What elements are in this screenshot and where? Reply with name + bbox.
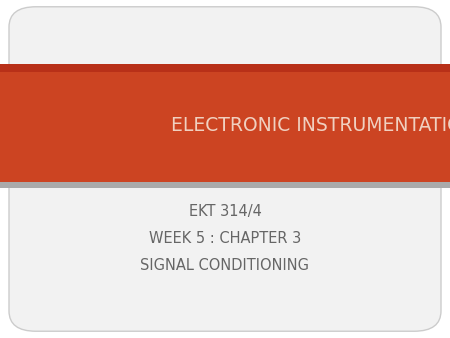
Text: SIGNAL CONDITIONING: SIGNAL CONDITIONING	[140, 258, 310, 273]
FancyBboxPatch shape	[9, 7, 441, 331]
Text: ELECTRONIC INSTRUMENTATION: ELECTRONIC INSTRUMENTATION	[171, 116, 450, 135]
Text: EKT 314/4: EKT 314/4	[189, 204, 261, 219]
Bar	[0, 182, 450, 188]
Bar	[0, 64, 450, 72]
Text: WEEK 5 : CHAPTER 3: WEEK 5 : CHAPTER 3	[149, 231, 301, 246]
Bar	[0, 72, 450, 182]
